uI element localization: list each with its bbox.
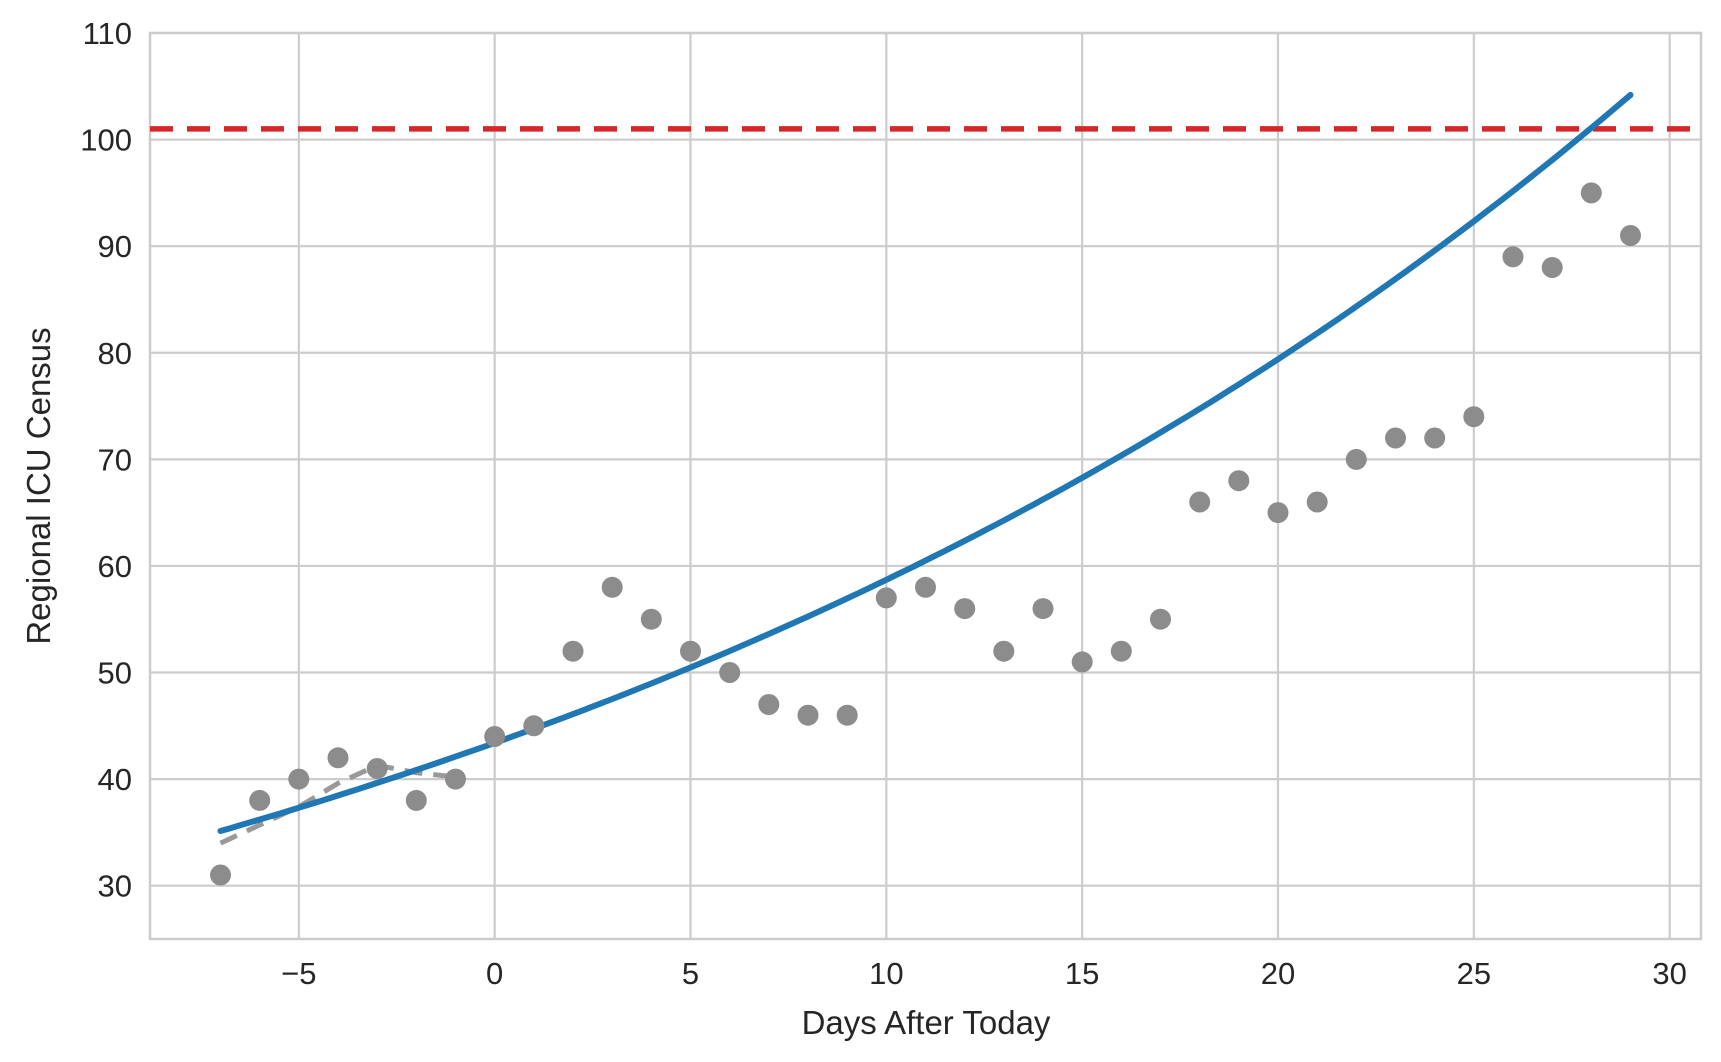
x-tick-label: 20 [1261, 956, 1295, 991]
scatter-point [836, 704, 858, 726]
y-tick-label: 110 [83, 16, 132, 51]
scatter-point [1345, 448, 1367, 470]
chart-series [150, 91, 1701, 886]
x-tick-label: 15 [1065, 956, 1099, 991]
x-tick-label: 0 [486, 956, 503, 991]
y-tick-label: 60 [98, 549, 132, 584]
scatter-point [327, 747, 349, 769]
x-tick-label: −5 [281, 956, 316, 991]
scatter-point [405, 789, 427, 811]
scatter-point [1424, 427, 1446, 449]
scatter-point [758, 694, 780, 715]
scatter-point [1620, 225, 1641, 246]
gridlines [148, 31, 1703, 941]
scatter-point [1306, 491, 1328, 513]
scatter-point [1032, 598, 1054, 620]
y-tick-label: 80 [98, 336, 132, 371]
scatter-point [523, 715, 545, 737]
scatter-point [797, 704, 819, 726]
scatter-point [915, 576, 936, 598]
scatter-point [640, 608, 662, 630]
y-tick-label: 90 [98, 229, 132, 264]
scatter-point [1267, 502, 1289, 524]
scatter-point [445, 768, 466, 790]
scatter-point [1385, 427, 1406, 449]
scatter-point [1071, 651, 1093, 673]
scatter-point [719, 662, 741, 683]
scatter-point [680, 640, 701, 662]
y-axis-label: Regional ICU Census [20, 327, 57, 644]
scatter-point [288, 768, 310, 790]
scatter-point [249, 789, 271, 811]
scatter-point [1150, 608, 1171, 630]
x-tick-label: 30 [1652, 956, 1686, 991]
y-tick-label: 40 [98, 762, 132, 797]
x-tick-label: 5 [682, 956, 699, 991]
exponential-fit-curve [217, 91, 1634, 834]
x-tick-label: 25 [1457, 956, 1491, 991]
x-axis-label: Days After Today [802, 1004, 1051, 1041]
scatter-point [1463, 406, 1485, 428]
y-tick-label: 50 [98, 656, 132, 691]
scatter-point [875, 587, 897, 609]
scatter-point [1228, 470, 1250, 492]
y-tick-label: 30 [98, 869, 132, 904]
scatter-point [1110, 640, 1132, 662]
scatter-point [1189, 491, 1211, 513]
scatter-point [484, 726, 506, 747]
plot-border [148, 31, 1703, 941]
scatter-point [1502, 246, 1524, 268]
scatter-point [954, 598, 976, 620]
scatter-point [601, 576, 623, 598]
scatter-point [562, 640, 584, 662]
scatter-point [1580, 182, 1602, 204]
scatter-point [366, 758, 388, 779]
x-tick-label: 10 [869, 956, 903, 991]
scatter-point [210, 864, 231, 886]
scatter-point [993, 640, 1015, 662]
y-tick-label: 100 [80, 123, 132, 158]
y-tick-label: 70 [98, 442, 132, 477]
axis-ticks: −5 0 5 10 15 20 25 30 30 40 50 60 70 80 90 100 110 [80, 16, 1687, 991]
scatter-point [1541, 257, 1563, 278]
